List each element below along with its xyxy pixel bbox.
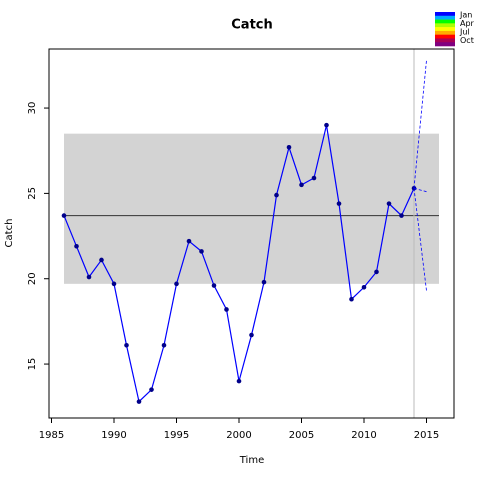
x-tick-label: 1990 bbox=[101, 430, 126, 441]
x-tick-label: 2005 bbox=[289, 430, 314, 441]
data-point bbox=[124, 342, 129, 348]
series-line bbox=[413, 188, 427, 291]
data-point bbox=[361, 284, 367, 290]
x-tick-label: 1985 bbox=[39, 430, 64, 441]
data-point bbox=[111, 281, 117, 287]
legend-label: Jan bbox=[459, 11, 472, 20]
data-point bbox=[349, 296, 354, 302]
data-point bbox=[211, 283, 217, 288]
data-point bbox=[199, 249, 204, 254]
data-point bbox=[61, 213, 67, 218]
legend-label: Oct bbox=[460, 36, 474, 45]
data-point bbox=[386, 201, 392, 206]
chart-title: Catch bbox=[231, 18, 273, 33]
x-tick-label: 1995 bbox=[164, 430, 189, 441]
data-point bbox=[399, 213, 404, 218]
legend-label: Jul bbox=[459, 28, 470, 37]
y-tick-label: 30 bbox=[27, 102, 38, 115]
legend-label: Apr bbox=[460, 19, 475, 28]
legend-swatch bbox=[435, 27, 455, 32]
data-point bbox=[224, 307, 229, 312]
legend-swatch bbox=[435, 34, 455, 39]
data-point bbox=[174, 281, 179, 287]
legend-swatch bbox=[435, 12, 455, 17]
data-point bbox=[236, 378, 242, 384]
data-point bbox=[149, 387, 154, 392]
data-point bbox=[299, 182, 304, 188]
data-point bbox=[74, 244, 79, 249]
x-tick-label: 2015 bbox=[414, 430, 439, 441]
data-point bbox=[311, 175, 317, 181]
legend-swatch bbox=[435, 19, 455, 24]
legend-swatch bbox=[435, 38, 455, 43]
data-point bbox=[249, 332, 254, 338]
legend-swatch bbox=[435, 23, 455, 28]
data-point bbox=[86, 274, 92, 280]
plot-frame bbox=[48, 48, 455, 419]
x-axis-label: Time bbox=[239, 455, 264, 466]
data-point bbox=[336, 201, 342, 206]
series-line bbox=[413, 60, 427, 189]
data-point bbox=[136, 399, 142, 404]
y-tick-label: 25 bbox=[27, 187, 38, 200]
y-tick-label: 15 bbox=[27, 358, 38, 371]
series-line bbox=[413, 187, 427, 193]
data-point bbox=[374, 269, 379, 275]
legend-swatch bbox=[435, 30, 455, 35]
data-point bbox=[324, 122, 329, 128]
data-point bbox=[261, 279, 267, 285]
x-tick-label: 2000 bbox=[226, 430, 251, 441]
data-point bbox=[274, 192, 279, 198]
data-point bbox=[286, 145, 292, 150]
y-axis-label: Catch bbox=[4, 219, 15, 248]
range-band bbox=[64, 133, 439, 284]
y-tick-label: 20 bbox=[27, 272, 38, 285]
legend-swatch bbox=[435, 15, 455, 20]
data-point bbox=[99, 257, 104, 263]
x-tick-label: 2010 bbox=[351, 430, 376, 441]
legend-swatch bbox=[435, 42, 455, 47]
data-point bbox=[161, 342, 167, 348]
data-point bbox=[186, 238, 192, 244]
